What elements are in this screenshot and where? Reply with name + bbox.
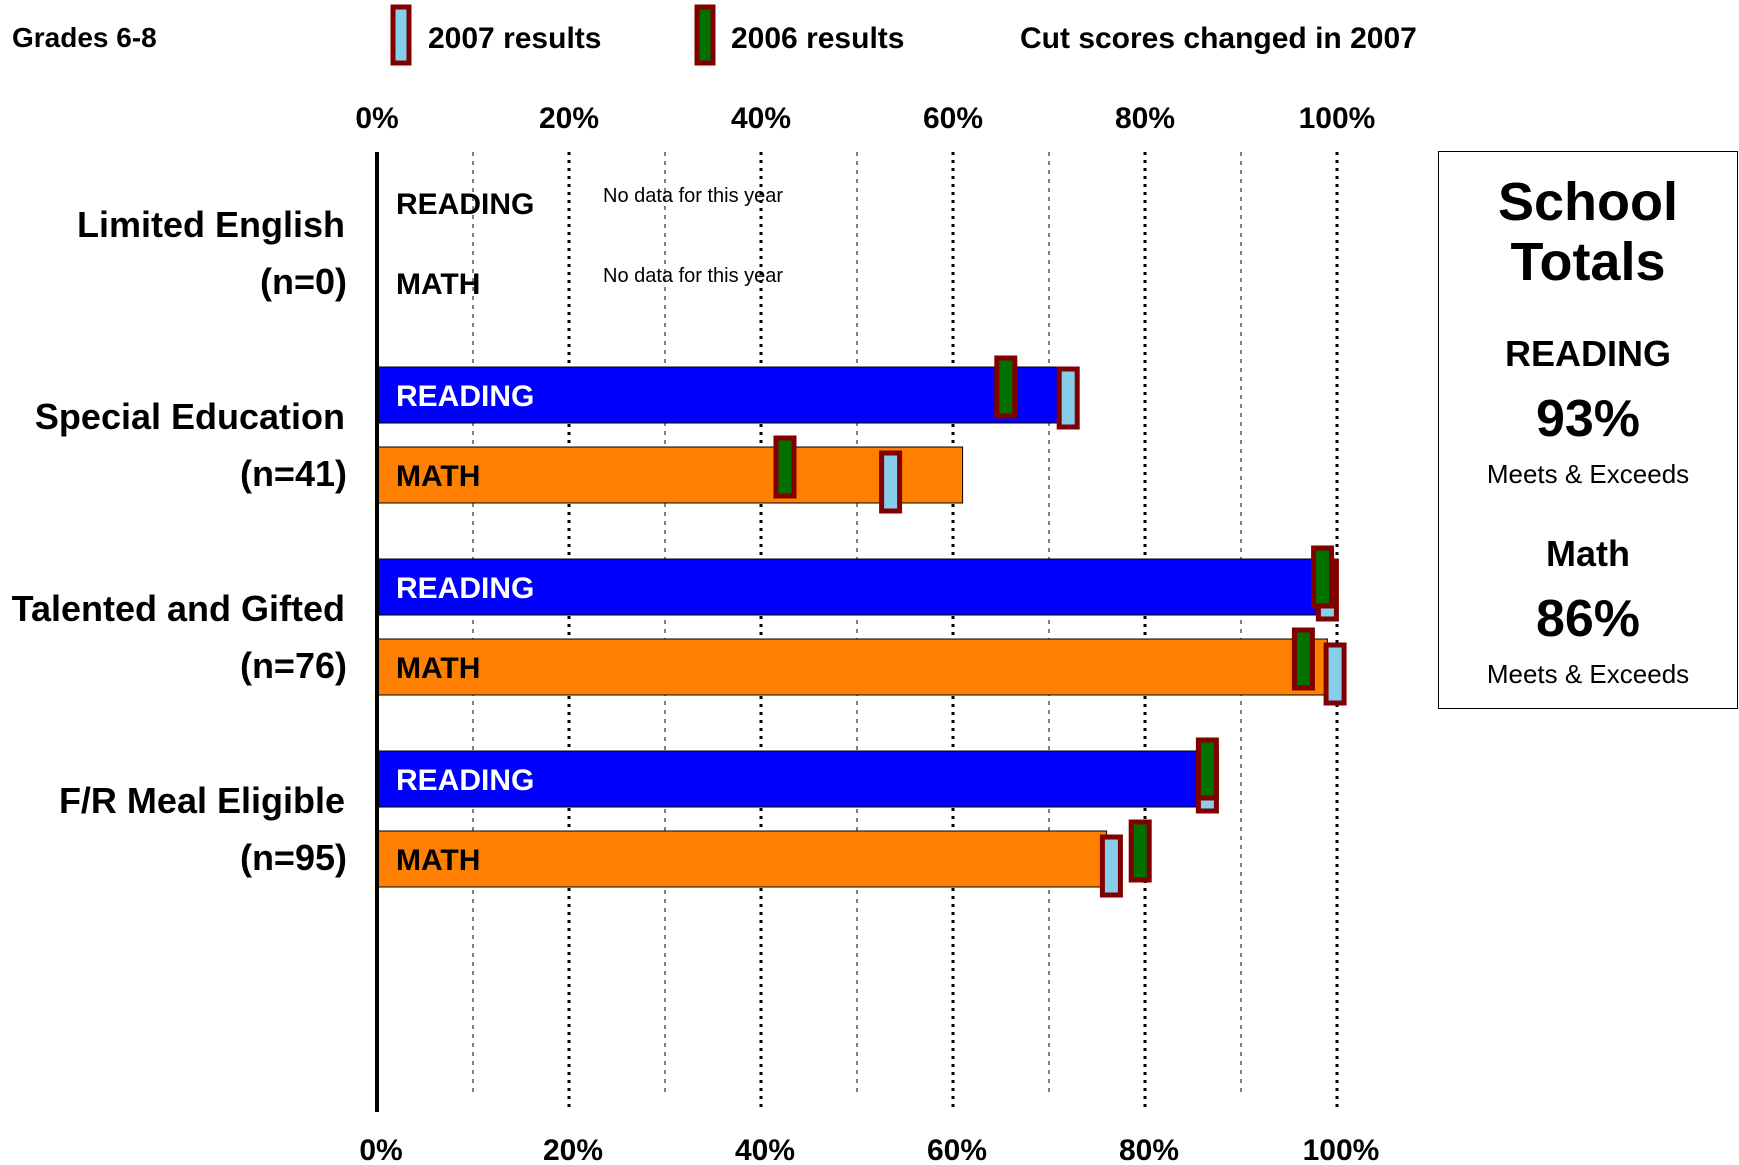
legend-2007-marker: [390, 4, 412, 66]
bars: [376, 366, 1328, 888]
group-label-f-r-meal-eligible: F/R Meal Eligible: [59, 780, 345, 821]
marker-2006-special-education-math: [773, 435, 797, 499]
totals-reading-note: Meets & Exceeds: [1486, 459, 1690, 489]
group-n-limited-english: (n=0): [260, 261, 347, 302]
school-totals-title: School Totals: [1439, 172, 1737, 292]
totals-reading-value: 93%: [1535, 390, 1641, 448]
legend-2006-marker: [694, 4, 716, 66]
school-totals-panel: School Totals READING 93% Meets & Exceed…: [1438, 151, 1738, 709]
totals-math-note: Meets & Exceeds: [1486, 659, 1690, 689]
bar-special-education-reading: [376, 366, 1079, 424]
totals-math-label: Math: [1546, 533, 1630, 574]
tick-label-top-40: 40%: [731, 102, 791, 135]
school-totals-title-line1: School: [1497, 172, 1678, 232]
legend-2007-label: 2007 results: [428, 22, 601, 55]
tick-label-top-0: 0%: [355, 102, 398, 135]
bar-label-limited-english-math: MATH: [396, 268, 480, 301]
result-markers: [773, 355, 1347, 898]
group-n-special-education: (n=41): [240, 453, 347, 494]
totals-reading-label: READING: [1504, 333, 1671, 374]
bar-label-special-education-math: MATH: [396, 460, 480, 493]
no-data-limited-english-reading: No data for this year: [603, 185, 783, 207]
marker-2006-f-r-meal-eligible-reading: [1195, 737, 1219, 801]
grid-lines: [472, 152, 1339, 1112]
tick-label-top-100: 100%: [1299, 102, 1376, 135]
bar-label-talented-and-gifted-reading: READING: [396, 572, 534, 605]
marker-2006-talented-and-gifted-reading: [1311, 545, 1335, 609]
tick-label-bottom-80: 80%: [1119, 1134, 1179, 1165]
tick-label-bottom-20: 20%: [543, 1134, 603, 1165]
bar-label-talented-and-gifted-math: MATH: [396, 652, 480, 685]
bar-f-r-meal-eligible-math: [376, 830, 1108, 888]
tick-label-top-60: 60%: [923, 102, 983, 135]
tick-label-bottom-100: 100%: [1303, 1134, 1380, 1165]
group-n-f-r-meal-eligible: (n=95): [240, 837, 347, 878]
cut-score-note: Cut scores changed in 2007: [1020, 22, 1417, 55]
group-label-limited-english: Limited English: [77, 204, 345, 245]
x-axis-top: 0% 20% 40% 60% 80% 100%: [355, 102, 1375, 135]
marker-2006-talented-and-gifted-math: [1291, 627, 1315, 691]
bar-talented-and-gifted-reading: [376, 558, 1328, 616]
legend-2006-label: 2006 results: [731, 22, 904, 55]
legend-2007: 2007 results: [390, 4, 601, 66]
tick-label-bottom-0: 0%: [359, 1134, 402, 1165]
marker-2007-special-education-reading: [1056, 366, 1080, 430]
bar-label-limited-english-reading: READING: [396, 188, 534, 221]
marker-2007-talented-and-gifted-math: [1323, 642, 1347, 706]
grade-label: Grades 6-8: [12, 22, 157, 53]
bar-label-f-r-meal-eligible-math: MATH: [396, 844, 480, 877]
bar-label-f-r-meal-eligible-reading: READING: [396, 764, 534, 797]
group-n-talented-and-gifted: (n=76): [240, 645, 347, 686]
group-label-talented-and-gifted: Talented and Gifted: [12, 588, 345, 629]
group-label-special-education: Special Education: [35, 396, 345, 437]
marker-2006-special-education-reading: [994, 355, 1018, 419]
marker-2007-special-education-math: [879, 450, 903, 514]
bar-f-r-meal-eligible-reading: [376, 750, 1204, 808]
tick-label-bottom-40: 40%: [735, 1134, 795, 1165]
bar-talented-and-gifted-math: [376, 638, 1328, 696]
tick-label-bottom-60: 60%: [927, 1134, 987, 1165]
tick-label-top-80: 80%: [1115, 102, 1175, 135]
marker-2006-f-r-meal-eligible-math: [1128, 819, 1152, 883]
bar-label-special-education-reading: READING: [396, 380, 534, 413]
marker-2007-f-r-meal-eligible-math: [1099, 834, 1123, 898]
no-data-limited-english-math: No data for this year: [603, 265, 783, 287]
group-labels: Limited English (n=0) READING No data for t…: [12, 185, 784, 878]
school-totals-title-line2: Totals: [1510, 232, 1666, 292]
x-axis-bottom: 0% 20% 40% 60% 80% 100%: [359, 1134, 1379, 1165]
totals-math-value: 86%: [1535, 590, 1641, 648]
legend-2006: 2006 results: [694, 4, 904, 66]
tick-label-top-20: 20%: [539, 102, 599, 135]
bar-special-education-math: [376, 446, 964, 504]
